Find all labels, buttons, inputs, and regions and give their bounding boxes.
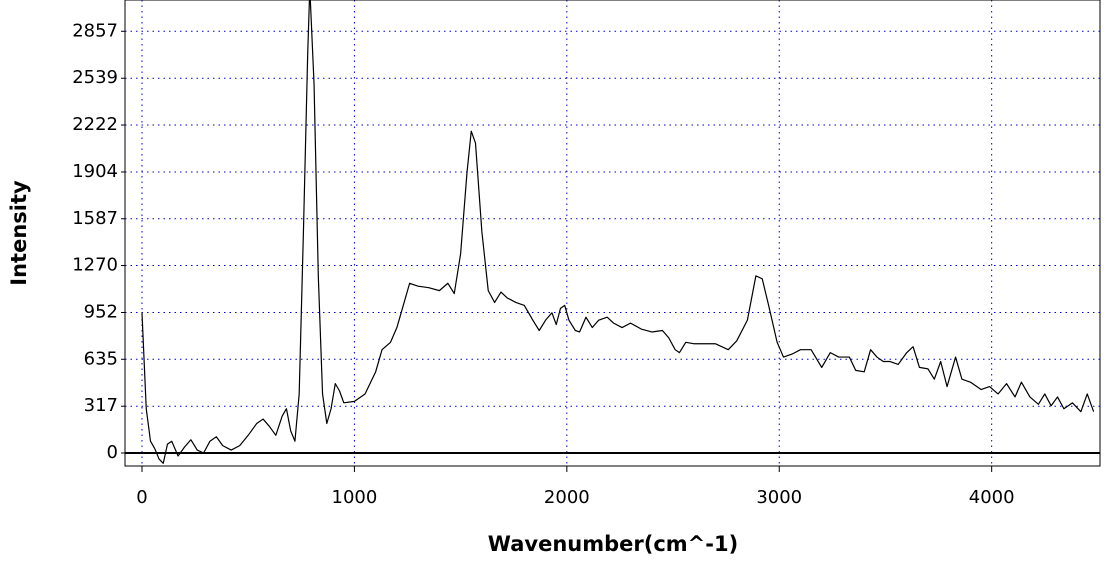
y-tick-label: 2222 xyxy=(72,114,118,135)
y-tick-label: 2539 xyxy=(72,67,118,88)
y-tick-label: 317 xyxy=(84,395,118,416)
x-tick-label: 4000 xyxy=(969,487,1015,508)
y-axis-label: Intensity xyxy=(7,180,31,286)
y-tick-label: 635 xyxy=(84,348,118,369)
y-tick-label: 1587 xyxy=(72,208,118,229)
y-tick-label: 1904 xyxy=(72,161,118,182)
x-tick-label: 2000 xyxy=(544,487,590,508)
spectrum-line xyxy=(141,0,1095,464)
plot-frame xyxy=(124,0,1101,467)
x-tick-label: 0 xyxy=(136,487,147,508)
y-tick-label: 0 xyxy=(107,442,118,463)
y-tick-label: 1270 xyxy=(72,255,118,276)
x-tick-label: 1000 xyxy=(332,487,378,508)
y-tick-label: 952 xyxy=(84,301,118,322)
x-axis-label: Wavenumber(cm^-1) xyxy=(488,532,738,556)
x-tick-label: 3000 xyxy=(756,487,802,508)
y-tick-label: 2857 xyxy=(72,20,118,41)
